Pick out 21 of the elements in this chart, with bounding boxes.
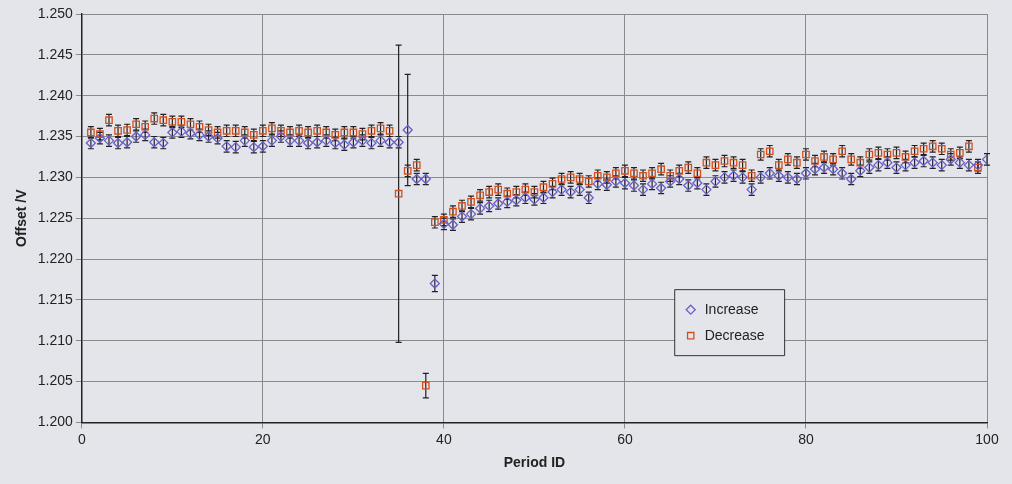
y-tick-label: 1.235: [37, 127, 74, 144]
y-tick-label: 1.245: [37, 45, 74, 62]
x-tick-label: 20: [255, 430, 271, 447]
y-axis-title: Offset /V: [13, 188, 30, 247]
x-tick-label: 80: [798, 430, 814, 447]
y-tick-label: 1.250: [37, 4, 74, 21]
x-tick-label: 0: [77, 430, 86, 447]
y-tick-label: 1.240: [37, 86, 74, 103]
y-tick-label: 1.210: [37, 331, 74, 348]
y-tick-label: 1.220: [37, 249, 74, 266]
y-tick-label: 1.225: [37, 209, 74, 226]
x-tick-label: 100: [975, 430, 999, 447]
y-tick-label: 1.205: [37, 372, 74, 389]
y-tick-label: 1.215: [37, 290, 74, 307]
x-tick-label: 60: [617, 430, 633, 447]
legend-label: Decrease: [704, 326, 765, 343]
y-tick-label: 1.200: [37, 413, 74, 430]
x-axis-title: Period ID: [503, 454, 566, 471]
y-tick-label: 1.230: [37, 168, 74, 185]
legend-label: Increase: [704, 300, 759, 317]
x-tick-label: 40: [436, 430, 452, 447]
